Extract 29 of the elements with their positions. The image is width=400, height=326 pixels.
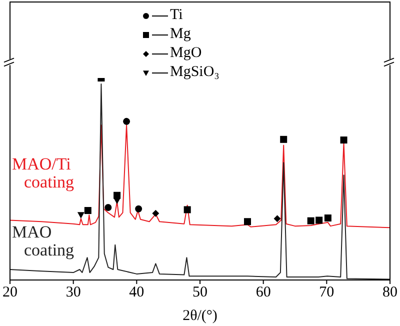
x-tick-label: 30	[66, 284, 81, 301]
point	[104, 204, 112, 211]
point	[307, 217, 314, 224]
x-tick-label: 50	[192, 284, 208, 301]
x-tick-label: 80	[382, 284, 398, 301]
point	[123, 118, 130, 125]
point	[84, 207, 92, 214]
point	[316, 216, 323, 224]
x-axis-title: 2θ/(°)	[182, 308, 218, 324]
legend-label: Mg	[170, 25, 191, 44]
point	[244, 218, 251, 226]
x-tick-label: 40	[129, 284, 144, 301]
series-label: MAO coating	[12, 222, 75, 260]
point	[114, 198, 121, 204]
legend-label: Ti	[170, 6, 183, 25]
point	[324, 214, 332, 222]
x-tick-label: 70	[319, 284, 334, 301]
x-tick-label: 20	[2, 284, 18, 301]
point	[184, 206, 191, 214]
point	[77, 212, 84, 218]
x-tick-label: 60	[256, 284, 271, 301]
series-label: MAO/Ti coating	[12, 154, 75, 192]
legend-label: MgO	[170, 44, 202, 63]
point	[280, 136, 288, 143]
point	[340, 136, 348, 144]
point	[152, 210, 160, 217]
point	[274, 215, 281, 222]
point	[135, 205, 142, 212]
legend-label: MgSiO₃	[170, 63, 220, 82]
